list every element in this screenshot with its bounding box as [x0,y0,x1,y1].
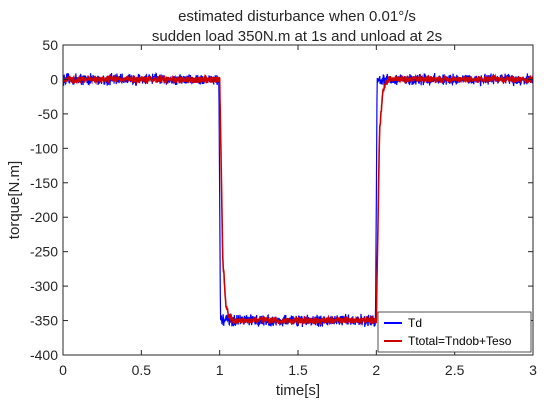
y-tick-label: -150 [30,175,58,191]
y-tick-label: -50 [38,106,58,122]
series-line-td [63,72,533,328]
y-tick-label: 50 [42,37,58,53]
series-line-ttotal [63,73,533,327]
legend: Td Ttotal=Tndob+Teso [377,311,532,353]
y-tick-label: 0 [50,71,58,87]
y-tick-label: -250 [30,244,58,260]
y-axis-label: torque[N.m] [6,161,23,239]
y-tick-label: -300 [30,278,58,294]
x-axis-label: time[s] [276,382,320,399]
y-tick-label: -350 [30,313,58,329]
x-tick-label: 0 [59,362,67,378]
chart-title-line-1: estimated disturbance when 0.01°/s [178,8,416,25]
x-tick-label: 2.5 [445,362,465,378]
x-tick-label: 0.5 [132,362,152,378]
ticks-layer: 0 0.5 1 1.5 2 2.5 3 50 0 -50 -100 -150 -200 -250 -300 -… [30,37,537,378]
chart-title-line-2: sudden load 350N.m at 1s and unload at 2… [152,28,442,45]
plot-area-frame [62,44,534,356]
x-tick-label: 2 [372,362,380,378]
legend-entry-td: Td [408,316,422,330]
legend-entry-ttotal: Ttotal=Tndob+Teso [408,334,512,348]
y-tick-label: -100 [30,140,58,156]
x-tick-label: 1.5 [288,362,308,378]
x-tick-label: 3 [529,362,537,378]
x-tick-label: 1 [216,362,224,378]
y-tick-label: -200 [30,209,58,225]
y-tick-label: -400 [30,347,58,363]
legend-box [377,311,532,353]
series-layer [63,72,533,328]
